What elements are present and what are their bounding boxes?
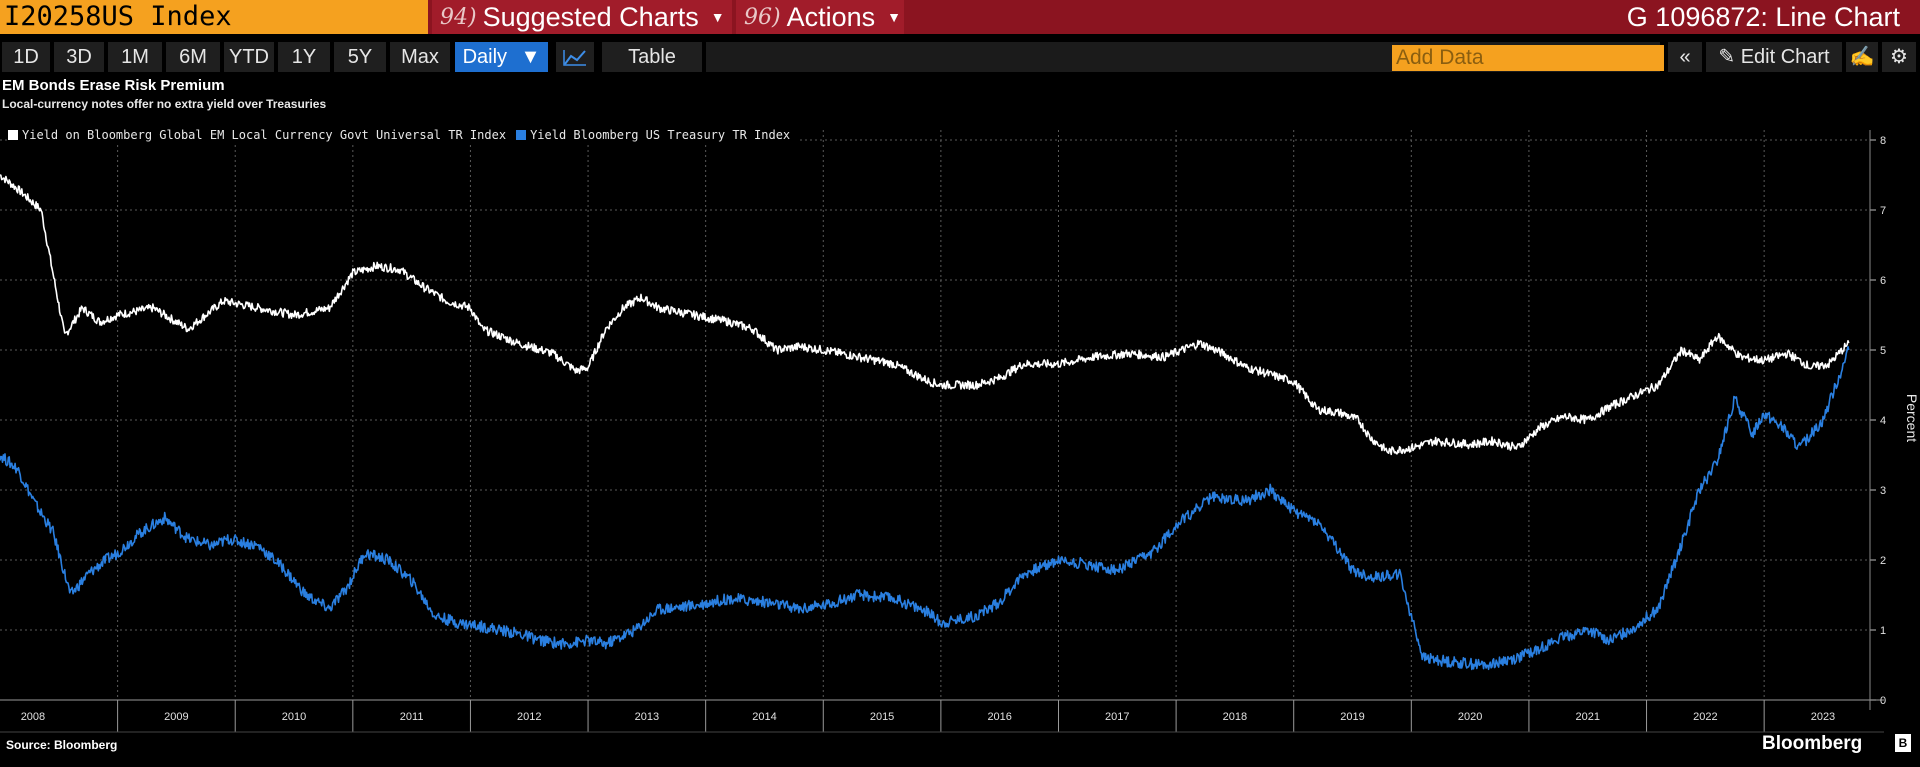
terminal-icon: B (1895, 734, 1911, 752)
x-tick-label: 2018 (1223, 711, 1247, 723)
y-tick-label: 8 (1880, 135, 1886, 147)
y-tick-label: 5 (1880, 345, 1886, 357)
range-5y-button[interactable]: 5Y (334, 42, 386, 72)
ticker-field[interactable]: I20258US Index (0, 0, 428, 34)
x-tick-label: 2014 (752, 711, 776, 723)
x-tick-label: 2017 (1105, 711, 1129, 723)
legend-item-em[interactable]: Yield on Bloomberg Global EM Local Curre… (8, 128, 506, 142)
frequency-dropdown[interactable]: Daily ▼ (455, 42, 548, 72)
x-tick-label: 2008 (21, 711, 45, 723)
x-tick-label: 2022 (1693, 711, 1717, 723)
suggested-charts-menu[interactable]: 94) Suggested Charts ▼ (432, 0, 732, 34)
grid (0, 130, 1870, 701)
x-tick-label: 2020 (1458, 711, 1482, 723)
range-1y-button[interactable]: 1Y (278, 42, 330, 72)
add-data-input[interactable] (1392, 45, 1664, 71)
edit-chart-button[interactable]: ✎ Edit Chart (1706, 42, 1842, 72)
x-tick-label: 2009 (164, 711, 188, 723)
y-tick-label: 6 (1880, 275, 1886, 287)
toolbar: 1D 3D 1M 6M YTD 1Y 5Y Max Daily ▼ Table … (0, 40, 1920, 74)
x-axis: 2008 2009 2010 2011 2012 2013 2014 2015 2016 2017… (0, 699, 1884, 733)
y-axis-label: Percent (1904, 393, 1920, 443)
range-1m-button[interactable]: 1M (108, 42, 162, 72)
y-tick-label: 3 (1880, 485, 1886, 497)
y-tick-label: 0 (1880, 695, 1886, 707)
actions-menu[interactable]: 96) Actions ▼ (736, 0, 904, 34)
legend-item-ust[interactable]: Yield Bloomberg US Treasury TR Index (516, 128, 790, 142)
range-max-button[interactable]: Max (390, 42, 450, 72)
annotate-icon[interactable]: ✍ (1846, 42, 1878, 72)
y-axis: 0 1 2 3 4 5 6 7 8 (1869, 130, 1886, 710)
gear-icon[interactable]: ⚙ (1882, 42, 1916, 72)
menu-number: 94) (440, 4, 477, 30)
line-chart-button[interactable] (556, 42, 594, 72)
x-tick-label: 2019 (1340, 711, 1364, 723)
x-tick-label: 2023 (1811, 711, 1835, 723)
range-1d-button[interactable]: 1D (2, 42, 50, 72)
chevron-down-icon: ▼ (710, 9, 725, 25)
edit-chart-label: Edit Chart (1740, 46, 1830, 68)
pencil-icon: ✎ (1718, 46, 1736, 68)
x-tick-label: 2011 (400, 711, 424, 723)
top-bar: I20258US Index 94) Suggested Charts ▼ 96… (0, 0, 1920, 34)
source-note: Source: Bloomberg (6, 738, 118, 752)
legend: Yield on Bloomberg Global EM Local Curre… (8, 128, 801, 142)
frequency-label: Daily (462, 46, 508, 68)
x-tick-label: 2016 (987, 711, 1011, 723)
line-chart: 2008 2009 2010 2011 2012 2013 2014 2015 2016 2017… (0, 130, 1886, 733)
y-tick-label: 7 (1880, 205, 1886, 217)
x-tick-label: 2012 (517, 711, 541, 723)
legend-swatch (516, 130, 527, 140)
series-lines (0, 174, 1850, 671)
suggested-charts-label: Suggested Charts (482, 1, 699, 32)
chart-id-title: G 1096872: Line Chart (1626, 2, 1900, 32)
range-3d-button[interactable]: 3D (54, 42, 104, 72)
legend-label: Yield on Bloomberg Global EM Local Curre… (22, 128, 507, 142)
legend-swatch (8, 130, 18, 140)
actions-label: Actions (786, 1, 876, 32)
x-tick-label: 2010 (282, 711, 306, 723)
chart-title: EM Bonds Erase Risk Premium (2, 77, 225, 94)
table-button[interactable]: Table (602, 42, 702, 72)
chevron-down-icon: ▼ (887, 9, 901, 25)
double-chevron-left-icon[interactable]: « (1668, 42, 1702, 72)
range-ytd-button[interactable]: YTD (224, 42, 274, 72)
x-tick-label: 2013 (635, 711, 659, 723)
bloomberg-logo: Bloomberg (1762, 733, 1863, 754)
chart-subtitle: Local-currency notes offer no extra yiel… (2, 97, 327, 111)
y-tick-label: 2 (1880, 555, 1886, 567)
y-tick-label: 1 (1880, 625, 1886, 637)
x-tick-label: 2021 (1575, 711, 1599, 723)
series-line-us-treasury-yield (0, 346, 1850, 671)
range-6m-button[interactable]: 6M (166, 42, 220, 72)
y-tick-label: 4 (1880, 415, 1886, 427)
x-tick-label: 2015 (870, 711, 894, 723)
menu-number: 96) (744, 4, 781, 30)
series-line-em-local-yield (0, 174, 1850, 456)
line-chart-icon (563, 50, 586, 66)
caret-down-icon: ▼ (520, 46, 541, 68)
legend-label: Yield Bloomberg US Treasury TR Index (530, 128, 791, 142)
